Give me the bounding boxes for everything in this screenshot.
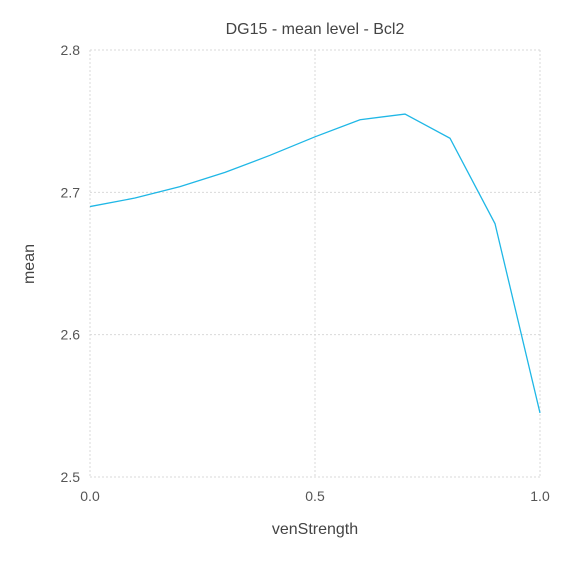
y-tick-label: 2.5 — [61, 469, 81, 485]
y-axis-ticks: 2.5 2.6 2.7 2.8 — [61, 42, 81, 485]
y-axis-label: mean — [21, 244, 38, 284]
y-tick-label: 2.6 — [61, 327, 81, 343]
x-tick-label: 1.0 — [530, 488, 550, 504]
x-axis-ticks: 0.0 0.5 1.0 — [80, 488, 550, 504]
x-axis-label: venStrength — [272, 521, 358, 538]
series-group — [89, 113, 541, 414]
grid — [89, 49, 541, 478]
x-tick-label: 0.5 — [305, 488, 325, 504]
y-tick-label: 2.8 — [61, 42, 81, 58]
series-line — [89, 113, 541, 414]
y-tick-label: 2.7 — [61, 184, 81, 200]
chart-title: DG15 - mean level - Bcl2 — [226, 21, 405, 38]
x-tick-label: 0.0 — [80, 488, 100, 504]
